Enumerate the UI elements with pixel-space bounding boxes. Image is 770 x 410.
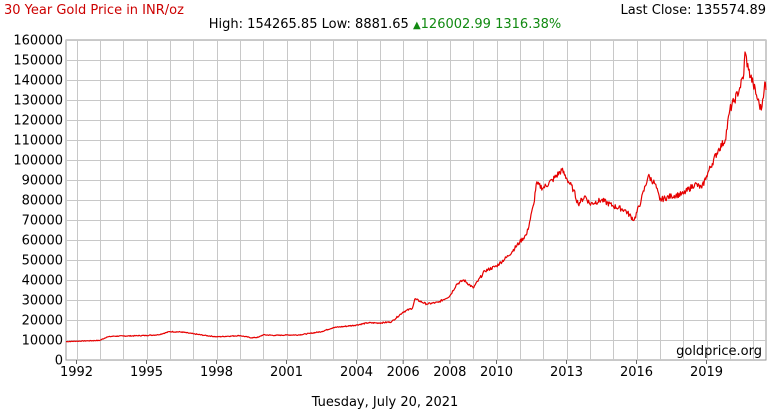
watermark: goldprice.org <box>676 344 762 359</box>
last-close-label: Last Close: <box>620 3 692 18</box>
price-series-line <box>66 51 767 343</box>
change-percent: 1316.38% <box>495 17 562 32</box>
x-tick-label: 2006 <box>387 365 420 380</box>
x-tick-label: 1995 <box>130 365 163 380</box>
chart-title: 30 Year Gold Price in INR/oz <box>4 3 184 18</box>
y-tick-label: 90000 <box>22 174 63 189</box>
x-tick-label: 2019 <box>690 365 723 380</box>
x-tick-label: 2004 <box>340 365 373 380</box>
y-tick-label: 160000 <box>13 34 63 49</box>
y-tick-label: 70000 <box>22 214 63 229</box>
y-tick-label: 140000 <box>13 74 63 89</box>
footer-date: Tuesday, July 20, 2021 <box>311 395 459 410</box>
y-tick-label: 50000 <box>22 254 63 269</box>
x-tick-label: 2010 <box>480 365 513 380</box>
stats-line: High: 154265.85 Low: 8881.65 ▲126002.99 … <box>0 17 770 32</box>
x-tick-label: 2013 <box>550 365 583 380</box>
y-tick-label: 0 <box>55 354 63 369</box>
high-value: 154265.85 <box>247 17 318 32</box>
change-value: 126002.99 <box>420 17 491 32</box>
y-tick-label: 130000 <box>13 94 63 109</box>
x-tick-label: 1992 <box>60 365 93 380</box>
x-tick-label: 2008 <box>433 365 466 380</box>
up-triangle-icon: ▲ <box>412 20 421 31</box>
last-close: Last Close: 135574.89 <box>621 3 766 18</box>
y-tick-label: 20000 <box>22 314 63 329</box>
high-label: High: <box>208 17 244 32</box>
y-tick-label: 30000 <box>22 294 63 309</box>
y-tick-label: 120000 <box>13 114 63 129</box>
low-value: 8881.65 <box>355 17 409 32</box>
y-tick-label: 10000 <box>22 334 63 349</box>
x-tick-label: 1998 <box>200 365 233 380</box>
x-tick-label: 2016 <box>620 365 653 380</box>
last-close-value: 135574.89 <box>695 3 766 18</box>
low-label: Low: <box>321 17 351 32</box>
y-tick-label: 110000 <box>13 134 63 149</box>
y-tick-label: 60000 <box>22 234 63 249</box>
y-tick-label: 40000 <box>22 274 63 289</box>
x-tick-label: 2001 <box>270 365 303 380</box>
y-tick-label: 100000 <box>13 154 63 169</box>
y-tick-label: 150000 <box>13 54 63 69</box>
y-tick-label: 80000 <box>22 194 63 209</box>
